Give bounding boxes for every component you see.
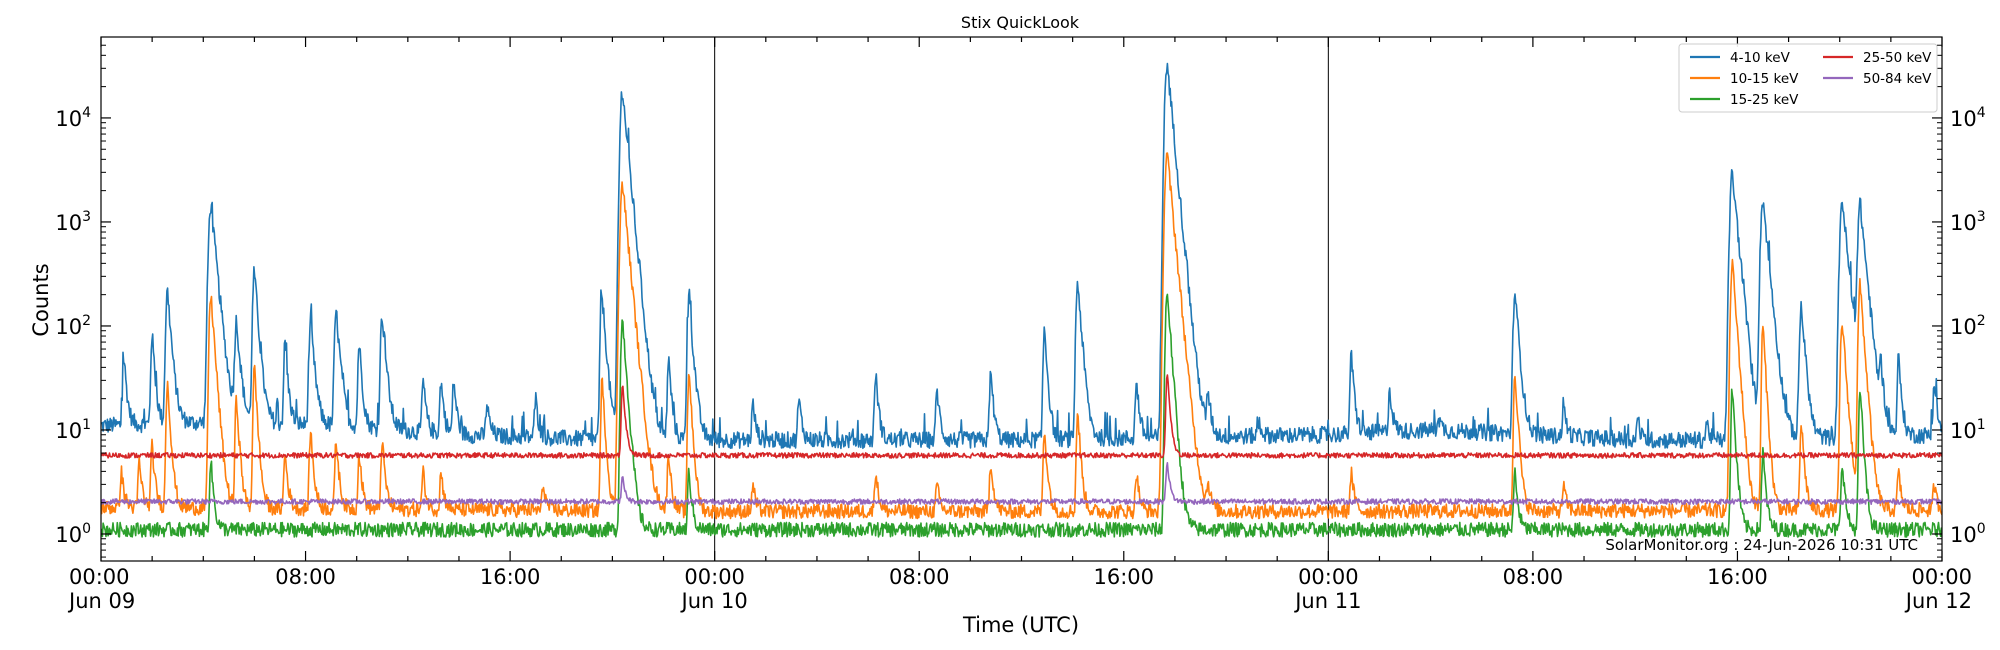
x-tick-time-label: 00:00 <box>1911 565 1972 589</box>
y-tick-label: 101 <box>1950 417 1986 443</box>
x-tick-time-label: 00:00 <box>69 565 130 589</box>
x-tick-date-label: Jun 12 <box>1904 589 1972 613</box>
legend-label: 10-15 keV <box>1730 71 1799 87</box>
x-tick-time-label: 00:00 <box>1298 565 1359 589</box>
x-tick-time-label: 16:00 <box>480 565 541 589</box>
legend-label: 4-10 keV <box>1730 50 1791 66</box>
timestamp-annotation: SolarMonitor.org : 24-Jun-2026 10:31 UTC <box>1605 536 1918 554</box>
series-line <box>101 152 1942 520</box>
y-tick-label: 102 <box>55 313 91 339</box>
y-tick-label: 100 <box>55 521 91 547</box>
x-tick-time-label: 08:00 <box>889 565 950 589</box>
x-tick-date-label: Jun 10 <box>680 589 748 613</box>
y-tick-label: 103 <box>1950 209 1986 235</box>
y-axis-left: 100 101 102 103 104 <box>55 44 111 558</box>
series-line <box>101 293 1942 538</box>
y-tick-label: 100 <box>1950 521 1986 547</box>
y-axis-label: Counts <box>29 263 53 336</box>
series-line <box>101 62 1942 450</box>
series-line <box>101 374 1942 459</box>
legend-label: 15-25 keV <box>1730 92 1799 108</box>
legend-box <box>1678 43 1938 113</box>
y-tick-label: 101 <box>55 417 91 443</box>
x-tick-date-label: Jun 09 <box>67 589 135 613</box>
y-tick-label: 102 <box>1950 313 1986 339</box>
legend-label: 50-84 keV <box>1863 71 1932 87</box>
y-tick-label: 104 <box>1950 105 1986 131</box>
series-line <box>101 462 1942 505</box>
y-axis-right: 100 101 102 103 104 <box>1932 44 1986 558</box>
y-tick-label: 104 <box>55 105 91 131</box>
x-tick-date-label: Jun 11 <box>1293 589 1361 613</box>
series-lines <box>101 62 1942 538</box>
x-tick-time-label: 00:00 <box>684 565 745 589</box>
plot-frame <box>100 36 1943 562</box>
x-tick-time-label: 16:00 <box>1094 565 1155 589</box>
legend: 4-10 keV 10-15 keV 15-25 keV 25-50 keV 50-84… <box>1678 43 1938 113</box>
x-tick-time-label: 08:00 <box>1503 565 1564 589</box>
legend-label: 25-50 keV <box>1863 50 1932 66</box>
x-tick-time-label: 16:00 <box>1707 565 1768 589</box>
day-separator-lines <box>714 37 1329 561</box>
x-axis-label: Time (UTC) <box>962 613 1079 637</box>
chart-title: Stix QuickLook <box>961 13 1080 32</box>
y-tick-label: 103 <box>55 209 91 235</box>
x-tick-time-label: 08:00 <box>275 565 336 589</box>
